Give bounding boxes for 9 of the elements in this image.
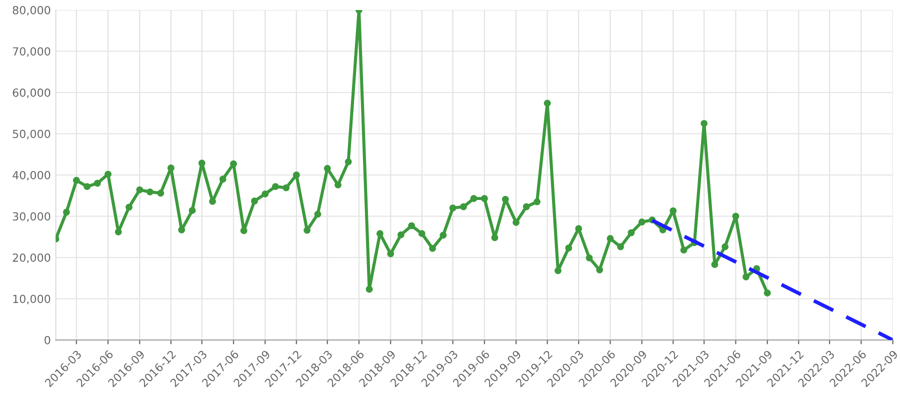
- y-tick-label: 0: [44, 336, 50, 344]
- y-tick-label: 50,000: [12, 130, 50, 140]
- y-tick-label: 70,000: [12, 47, 50, 57]
- y-tick-label: 60,000: [12, 88, 50, 98]
- y-tick-label: 80,000: [12, 6, 50, 16]
- y-tick-label: 20,000: [12, 253, 50, 264]
- y-tick-label: 40,000: [12, 170, 50, 181]
- y-tick-label: 10,000: [13, 294, 50, 304]
- y-tick-label: 30,000: [12, 212, 50, 222]
